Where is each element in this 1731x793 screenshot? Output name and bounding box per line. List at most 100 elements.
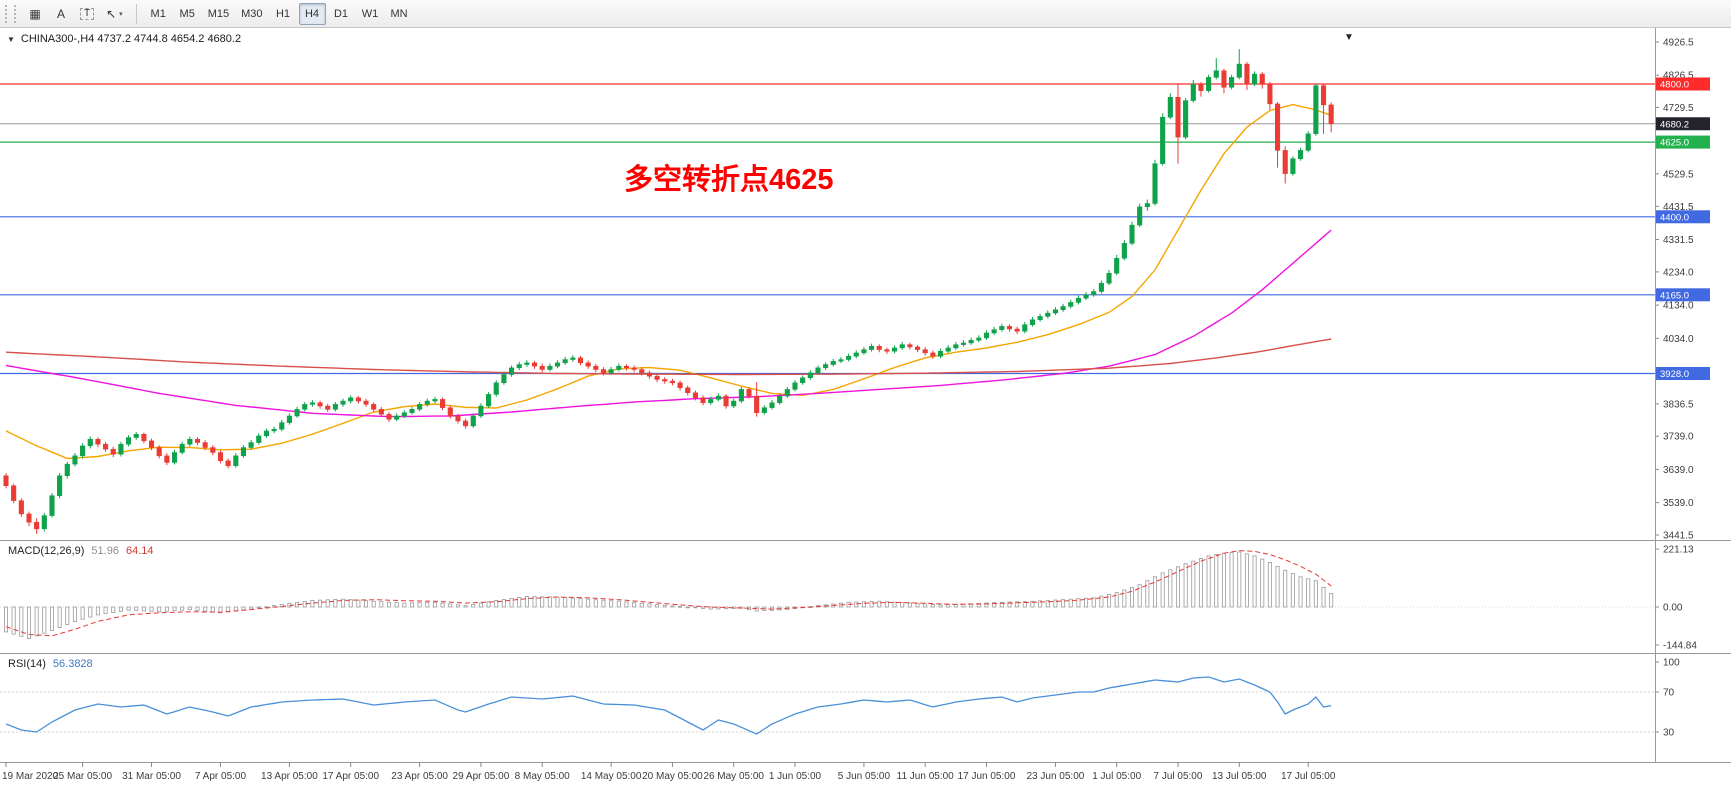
svg-text:26 May 05:00: 26 May 05:00 (703, 771, 764, 782)
svg-text:13 Apr 05:00: 13 Apr 05:00 (261, 771, 318, 782)
timeframe-m15-button[interactable]: M15 (203, 3, 234, 25)
rsi-name: RSI(14) (8, 658, 46, 670)
timeframe-w1-button[interactable]: W1 (357, 3, 384, 25)
svg-text:13 Jul 05:00: 13 Jul 05:00 (1212, 771, 1267, 782)
timeframe-h4-button[interactable]: H4 (298, 2, 326, 25)
svg-text:100: 100 (1663, 658, 1680, 669)
svg-text:-144.84: -144.84 (1663, 640, 1697, 651)
svg-text:1 Jun 05:00: 1 Jun 05:00 (769, 771, 822, 782)
toolbar-separator (135, 3, 137, 24)
toolbar-grip-handle[interactable] (5, 4, 16, 23)
svg-text:23 Apr 05:00: 23 Apr 05:00 (391, 771, 448, 782)
svg-text:4826.5: 4826.5 (1663, 71, 1694, 82)
current-price-tag (1656, 117, 1710, 131)
timeframe-m5-button[interactable]: M5 (174, 3, 201, 25)
svg-text:4625.0: 4625.0 (1660, 138, 1689, 149)
svg-text:4165.0: 4165.0 (1660, 290, 1689, 301)
svg-text:221.13: 221.13 (1663, 545, 1694, 556)
svg-text:7 Jul 05:00: 7 Jul 05:00 (1154, 771, 1203, 782)
svg-text:70: 70 (1663, 688, 1675, 699)
timeframe-h1-button[interactable]: H1 (270, 3, 297, 25)
svg-text:5 Jun 05:00: 5 Jun 05:00 (838, 771, 891, 782)
text-tool-icon: T (80, 7, 95, 20)
svg-text:23 Jun 05:00: 23 Jun 05:00 (1027, 771, 1085, 782)
chart-window-icon: ▦ (29, 6, 41, 21)
timeframe-d1-button[interactable]: D1 (328, 3, 355, 25)
annotation-text: 多空转折点4625 (624, 164, 834, 196)
ma-lines-layer (5, 103, 1332, 460)
candles-layer (3, 49, 1334, 534)
svg-text:19 Mar 2020: 19 Mar 2020 (2, 771, 59, 782)
rsi-indicator-label: RSI(14) 56.3828 (8, 658, 93, 670)
macd-name: MACD(12,26,9) (8, 545, 85, 557)
svg-text:4234.0: 4234.0 (1663, 267, 1694, 278)
svg-text:30: 30 (1663, 728, 1675, 739)
svg-text:4680.2: 4680.2 (1660, 119, 1689, 130)
svg-text:3639.0: 3639.0 (1663, 465, 1694, 476)
svg-text:25 Mar 05:00: 25 Mar 05:00 (53, 771, 112, 782)
rsi-pane: 100 70 30 (0, 658, 1680, 739)
annotation-a-icon: A (56, 6, 65, 21)
text-tool-button[interactable]: T (75, 3, 99, 25)
svg-text:4926.5: 4926.5 (1663, 38, 1694, 49)
price-tag-4800.0 (1656, 77, 1710, 91)
fast-ma (5, 103, 1332, 460)
macd-signal-value: 64.14 (125, 545, 154, 557)
slow-ma (5, 338, 1332, 376)
toolbar: ▦ A T ↖ ▾ M1 M5 M15 M30 H1 H4 D1 W1 MN (0, 0, 1731, 28)
price-tag-4165.0 (1656, 288, 1710, 302)
svg-text:3539.0: 3539.0 (1663, 498, 1694, 509)
svg-text:8 May 05:00: 8 May 05:00 (515, 771, 570, 782)
svg-text:7 Apr 05:00: 7 Apr 05:00 (195, 771, 247, 782)
svg-text:4729.5: 4729.5 (1663, 103, 1694, 114)
svg-text:0.00: 0.00 (1663, 603, 1683, 614)
level-lines-layer (0, 83, 1655, 375)
macd-signal-line (5, 550, 1332, 637)
svg-text:3928.0: 3928.0 (1660, 369, 1689, 380)
chart-shift-marker-icon[interactable]: ▼ (1344, 32, 1354, 43)
svg-text:3739.0: 3739.0 (1663, 432, 1694, 443)
svg-text:4034.0: 4034.0 (1663, 334, 1694, 345)
toolbar-tools-group: ▦ A T ↖ ▾ (23, 3, 128, 25)
timeframe-buttons-group: M1 M5 M15 M30 H1 H4 D1 W1 MN (145, 2, 413, 25)
frame-layer (0, 28, 1731, 763)
price-tags-layer: 4800.0 4625.0 4400.0 4165.0 3928.0 4680.2 (1656, 77, 1710, 380)
symbol-marker-icon: ▼ (7, 34, 15, 44)
dropdown-caret-icon: ▾ (119, 10, 123, 18)
timeframe-m1-button[interactable]: M1 (145, 3, 172, 25)
svg-text:4800.0: 4800.0 (1660, 79, 1689, 90)
macd-pane: 221.13 0.00 -144.84 (0, 545, 1697, 651)
svg-text:31 Mar 05:00: 31 Mar 05:00 (122, 771, 181, 782)
svg-text:17 Apr 05:00: 17 Apr 05:00 (322, 771, 379, 782)
candlestick-chart[interactable]: 4926.54826.54729.54629.54529.54431.54331… (0, 28, 1731, 793)
macd-indicator-label: MACD(12,26,9) 51.96 64.14 (8, 545, 153, 557)
svg-text:17 Jun 05:00: 17 Jun 05:00 (958, 771, 1016, 782)
rsi-value: 56.3828 (52, 658, 93, 670)
rsi-line (5, 676, 1332, 735)
mid-ma (5, 229, 1332, 418)
svg-text:11 Jun 05:00: 11 Jun 05:00 (897, 771, 955, 782)
macd-main-value: 51.96 (91, 545, 119, 557)
chart-window-button[interactable]: ▦ (23, 3, 47, 25)
timeframe-m30-button[interactable]: M30 (236, 3, 267, 25)
svg-text:4331.5: 4331.5 (1663, 235, 1694, 246)
price-tag-3928.0 (1656, 366, 1710, 380)
timeframe-mn-button[interactable]: MN (386, 3, 413, 25)
svg-text:1 Jul 05:00: 1 Jul 05:00 (1092, 771, 1141, 782)
svg-text:4134.0: 4134.0 (1663, 301, 1694, 312)
svg-text:17 Jul 05:00: 17 Jul 05:00 (1281, 771, 1336, 782)
svg-text:20 May 05:00: 20 May 05:00 (642, 771, 703, 782)
svg-text:4431.5: 4431.5 (1663, 202, 1694, 213)
symbol-ohlc-line: ▼ CHINA300-,H4 4737.2 4744.8 4654.2 4680… (7, 33, 241, 45)
cursor-tool-button[interactable]: ↖ ▾ (101, 3, 128, 25)
svg-text:29 Apr 05:00: 29 Apr 05:00 (453, 771, 510, 782)
svg-text:4400.0: 4400.0 (1660, 212, 1689, 223)
chart-area: 4926.54826.54729.54629.54529.54431.54331… (0, 28, 1731, 793)
svg-text:3836.5: 3836.5 (1663, 399, 1694, 410)
price-tag-4400.0 (1656, 210, 1710, 224)
annotation-a-button[interactable]: A (49, 3, 73, 25)
svg-text:14 May 05:00: 14 May 05:00 (581, 771, 642, 782)
svg-text:3441.5: 3441.5 (1663, 531, 1694, 542)
